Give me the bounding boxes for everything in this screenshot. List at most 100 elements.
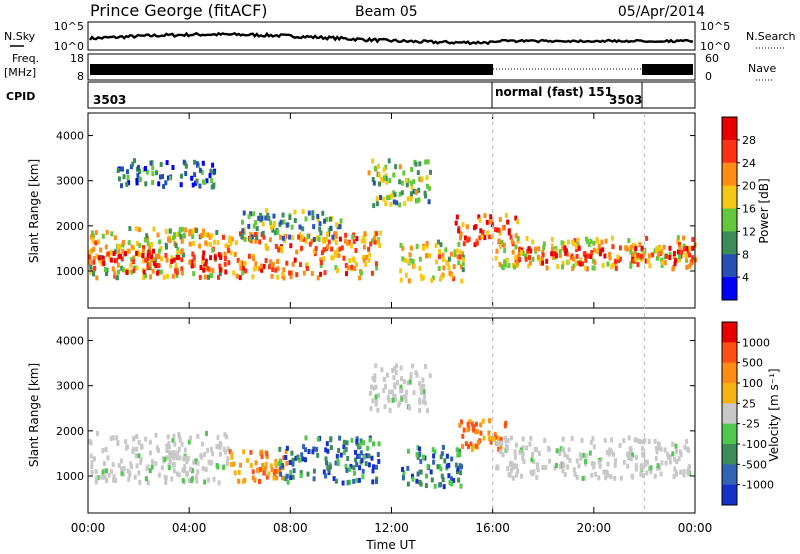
echo-cell — [688, 245, 692, 251]
echo-cell — [209, 241, 212, 247]
echo-cell — [579, 257, 583, 263]
colorbar-tick-label: -25 — [742, 418, 760, 431]
echo-cell — [253, 477, 257, 483]
echo-cell — [198, 167, 202, 173]
echo-cell — [357, 444, 361, 450]
echo-cell — [171, 462, 175, 468]
echo-cell — [264, 461, 268, 467]
echo-cell — [362, 440, 365, 446]
echo-cell — [678, 257, 682, 263]
echo-cell — [691, 255, 695, 261]
echo-cell — [337, 447, 341, 453]
echo-cell — [165, 160, 169, 166]
echo-cell — [282, 455, 286, 461]
echo-cell — [327, 239, 331, 245]
echo-cell — [127, 240, 131, 246]
echo-cell — [543, 437, 547, 443]
echo-cell — [201, 255, 205, 261]
echo-cell — [175, 255, 179, 260]
echo-cell — [180, 226, 184, 232]
echo-cell — [259, 263, 263, 269]
echo-cell — [660, 249, 664, 255]
echo-cell — [458, 422, 462, 428]
echo-cell — [324, 236, 328, 242]
echo-cell — [434, 243, 438, 248]
echo-cell — [542, 245, 546, 251]
echo-cell — [653, 473, 657, 479]
echo-cell — [493, 431, 497, 437]
echo-cell — [677, 456, 681, 462]
echo-cell — [178, 231, 182, 237]
echo-cell — [377, 163, 380, 169]
echo-cell — [304, 216, 308, 222]
freq-bar-segment-1 — [90, 64, 493, 75]
echo-cell — [363, 454, 366, 460]
echo-cell — [237, 469, 241, 475]
echo-cell — [419, 386, 423, 391]
echo-cell — [554, 463, 558, 468]
echo-cell — [241, 265, 245, 271]
echo-cell — [146, 255, 150, 261]
echo-cell — [582, 452, 586, 458]
echo-cell — [518, 257, 521, 262]
echo-cell — [644, 459, 648, 465]
echo-cell — [91, 233, 95, 239]
y-tick-label: 2000 — [56, 425, 84, 438]
echo-cell — [597, 475, 601, 481]
echo-cell — [488, 418, 492, 424]
echo-cell — [151, 459, 154, 465]
echo-cell — [99, 247, 103, 253]
echo-cell — [329, 225, 333, 231]
echo-cell — [142, 245, 145, 250]
echo-cell — [191, 234, 195, 240]
echo-cell — [409, 180, 413, 186]
echo-cell — [383, 404, 387, 410]
echo-cell — [138, 169, 142, 174]
echo-cell — [656, 463, 660, 469]
echo-cell — [636, 262, 640, 268]
echo-cell — [497, 441, 501, 447]
echo-cell — [606, 261, 610, 267]
echo-cell — [176, 450, 180, 456]
echo-cell — [313, 251, 317, 257]
echo-cell — [113, 270, 117, 276]
echo-cell — [373, 373, 377, 379]
echo-cell — [92, 271, 96, 277]
echo-cell — [674, 258, 677, 264]
echo-cell — [267, 215, 271, 221]
echo-cell — [252, 211, 256, 217]
echo-cell — [642, 252, 646, 258]
echo-cell — [519, 249, 523, 255]
echo-cell — [515, 442, 518, 448]
echo-cell — [629, 249, 633, 255]
echo-cell — [191, 468, 194, 474]
echo-cell — [316, 213, 320, 219]
echo-cell — [461, 251, 464, 257]
echo-cell — [204, 467, 208, 472]
colorbar-tick-label: -1000 — [742, 479, 774, 492]
echo-cell — [92, 259, 96, 265]
colorbar-tick-label: 20 — [742, 180, 756, 193]
echo-cell — [316, 452, 320, 458]
echo-cell — [251, 274, 255, 280]
freq-panel: Freq. [MHz] 18 8 60 0 Nave — [4, 52, 776, 83]
echo-cell — [114, 478, 118, 483]
echo-cell — [430, 277, 434, 283]
echo-cell — [190, 476, 194, 482]
echo-cell — [196, 469, 200, 475]
echo-cell — [205, 430, 208, 436]
echo-cell — [210, 178, 213, 184]
echo-cell — [418, 399, 422, 405]
echo-cell — [100, 474, 104, 480]
echo-cell — [345, 440, 349, 446]
echo-cell — [102, 461, 106, 466]
colorbar-tick-label: -500 — [742, 458, 767, 471]
power-colorbar-label: Power [dB] — [757, 178, 771, 243]
echo-cell — [344, 446, 348, 452]
echo-cell — [430, 477, 434, 483]
echo-cell — [249, 211, 253, 217]
echo-cell — [372, 180, 376, 186]
echo-cell — [675, 459, 679, 465]
echo-cell — [509, 234, 513, 240]
